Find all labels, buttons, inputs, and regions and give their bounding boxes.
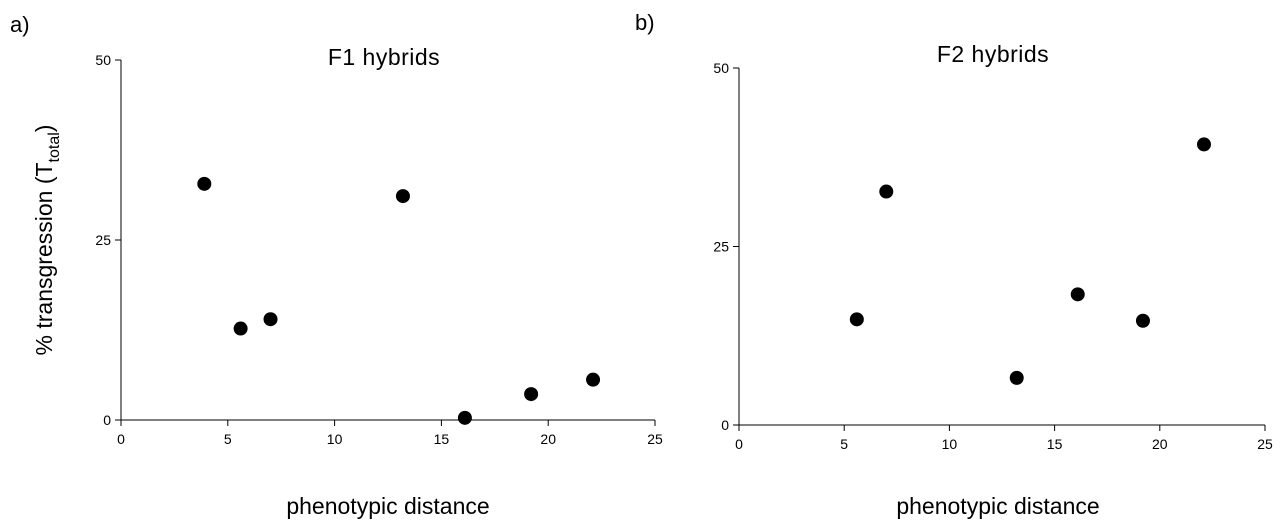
x-tick-label: 25: [1257, 436, 1273, 452]
y-tick-label: 50: [713, 60, 729, 76]
x-tick-label: 15: [1047, 436, 1063, 452]
data-point: [263, 312, 278, 327]
panel-f1: a) F1 hybrids % transgression (Ttotal) p…: [10, 12, 663, 519]
y-axis-label-f1: % transgression (Ttotal): [31, 125, 63, 356]
y-tick-label: 0: [721, 417, 729, 433]
chart-title-f1: F1 hybrids: [328, 44, 440, 70]
x-tick-label: 15: [434, 431, 450, 447]
y-tick-label: 25: [95, 232, 111, 248]
panel-label-b: b): [635, 10, 655, 35]
y-axis-label-close: ): [31, 125, 57, 133]
data-point: [849, 312, 864, 327]
x-tick-label: 0: [117, 431, 125, 447]
x-tick-label: 25: [647, 431, 663, 447]
x-tick-label: 10: [942, 436, 958, 452]
y-tick-label: 50: [95, 52, 111, 68]
data-point: [1135, 313, 1150, 328]
data-point: [586, 372, 601, 387]
data-point: [1070, 287, 1085, 302]
data-point: [457, 410, 472, 425]
data-point: [524, 387, 539, 402]
data-point: [1009, 370, 1024, 385]
x-axis-label-f1: phenotypic distance: [286, 493, 489, 519]
data-point: [197, 176, 212, 191]
x-tick-label: 20: [1152, 436, 1168, 452]
data-point: [233, 321, 248, 336]
y-axis-label-subscript: total: [46, 132, 63, 162]
x-tick-label: 10: [327, 431, 343, 447]
data-point: [1196, 137, 1211, 152]
x-tick-label: 20: [540, 431, 556, 447]
x-tick-label: 5: [840, 436, 848, 452]
x-tick-label: 0: [735, 436, 743, 452]
chart-title-f2: F2 hybrids: [937, 41, 1049, 67]
x-axis-label-f2: phenotypic distance: [896, 493, 1099, 519]
panel-f2: b) F2 hybrids phenotypic distance 0 5 10 15…: [635, 10, 1273, 519]
y-tick-label: 0: [103, 412, 111, 428]
y-tick-label: 25: [713, 239, 729, 255]
x-tick-label: 5: [224, 431, 232, 447]
panel-label-a: a): [10, 12, 30, 37]
data-point: [395, 189, 410, 204]
y-axis-label-main: % transgression (T: [31, 162, 57, 355]
data-point: [879, 184, 894, 199]
